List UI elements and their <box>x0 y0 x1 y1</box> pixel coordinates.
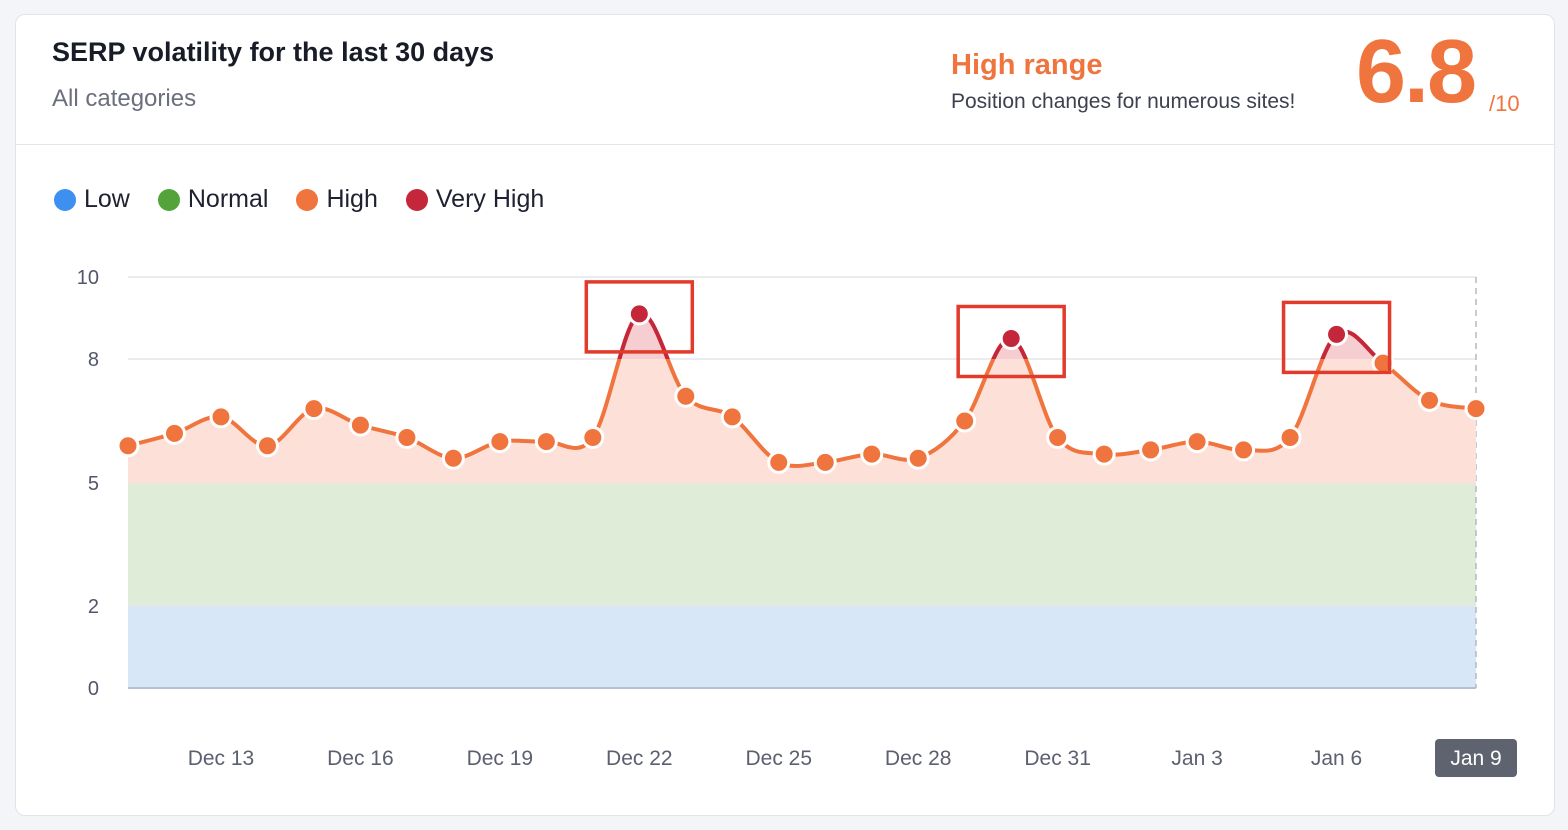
highlight-box <box>956 304 1066 379</box>
legend-item-high[interactable]: High <box>296 185 378 214</box>
volatility-chart: 0 2 5 8 10 Dec 13 Dec 16 Dec 19 Dec 22 Dec 25 Dec … <box>77 267 1517 777</box>
data-point <box>1046 426 1070 450</box>
data-point <box>1278 426 1302 450</box>
x-tick-label: Dec 16 <box>327 747 394 770</box>
legend-dot-very-high-icon <box>405 188 428 211</box>
x-tick-label: Dec 19 <box>467 747 534 770</box>
data-point <box>674 384 698 408</box>
legend-item-normal[interactable]: Normal <box>157 185 269 214</box>
data-point <box>906 446 930 470</box>
legend-label: Low <box>84 185 130 213</box>
data-point <box>813 450 837 474</box>
x-tick-label: Dec 13 <box>188 747 255 770</box>
data-point <box>581 426 605 450</box>
range-label: High range <box>951 49 1103 81</box>
data-point <box>1139 438 1163 462</box>
active-date-badge <box>1435 739 1517 777</box>
area-high <box>128 313 1476 483</box>
data-point <box>395 426 419 450</box>
data-point <box>999 327 1023 350</box>
y-tick-label: 2 <box>88 596 99 618</box>
band-normal <box>128 483 1476 606</box>
chart-title: SERP volatility for the last 30 days <box>52 37 495 67</box>
x-tick-label: Dec 25 <box>745 747 812 770</box>
data-point <box>488 430 512 454</box>
legend-label: Normal <box>187 185 269 213</box>
data-point <box>255 434 279 458</box>
legend-dot-normal-icon <box>157 188 180 211</box>
card-header: SERP volatility for the last 30 days All… <box>16 15 1554 145</box>
data-point <box>348 413 372 437</box>
data-point <box>767 450 791 474</box>
x-tick-label: Jan 6 <box>1311 747 1362 770</box>
y-tick-label: 10 <box>77 267 99 289</box>
legend-dot-high-icon <box>296 188 319 211</box>
x-tick-label: Dec 22 <box>606 747 673 770</box>
data-point <box>953 409 977 433</box>
y-tick-label: 5 <box>88 473 99 495</box>
highlight-box <box>584 280 695 354</box>
data-point <box>209 405 233 429</box>
volatility-score-max: /10 <box>1489 91 1520 116</box>
data-point <box>1464 397 1488 421</box>
x-tick-label: Dec 31 <box>1024 747 1091 770</box>
data-point <box>627 302 651 326</box>
data-point <box>162 421 186 445</box>
legend-item-very-high[interactable]: Very High <box>405 185 545 214</box>
data-point <box>1092 442 1116 466</box>
data-point <box>720 405 744 429</box>
data-point <box>441 446 465 470</box>
data-point <box>116 434 140 458</box>
data-point <box>534 430 558 454</box>
legend-dot-low-icon <box>54 188 76 211</box>
y-tick-label: 0 <box>88 678 99 700</box>
data-point <box>860 442 884 466</box>
data-point <box>1232 438 1256 462</box>
x-tick-label: Dec 28 <box>885 747 952 770</box>
x-tick-label: Jan 3 <box>1171 747 1222 770</box>
volatility-card: SERP volatility for the last 30 days All… <box>15 14 1555 816</box>
category-filter[interactable]: All categories <box>52 85 197 112</box>
range-description: Position changes for numerous sites! <box>951 90 1296 113</box>
volatility-score: 6.8 <box>1356 22 1477 122</box>
legend-item-low[interactable]: Low <box>54 185 130 214</box>
chart-legend: Low Normal High Very High <box>54 185 544 214</box>
legend-label: High <box>326 185 378 213</box>
legend-label: Very High <box>435 185 545 213</box>
data-point <box>1325 322 1349 346</box>
highlight-box <box>1281 300 1392 375</box>
data-point <box>1185 430 1209 454</box>
data-point <box>302 397 326 421</box>
data-point <box>1418 388 1442 412</box>
y-tick-label: 8 <box>88 349 99 371</box>
x-tick-label: Jan 9 <box>1450 747 1501 770</box>
band-low <box>128 606 1476 688</box>
